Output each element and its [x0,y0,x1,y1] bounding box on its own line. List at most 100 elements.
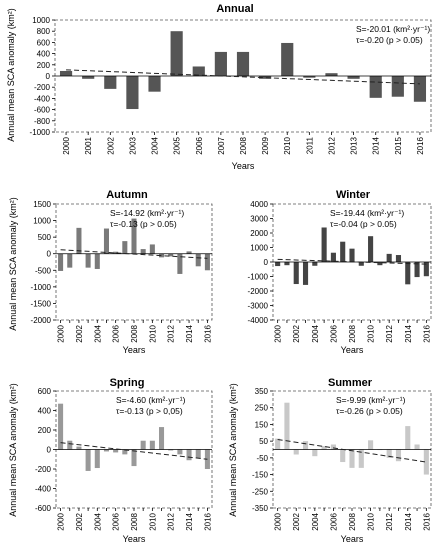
bar-annual-2013 [347,76,360,79]
x-tick-label-autumn: 2014 [185,324,194,342]
x-tick-label-annual: 2012 [327,136,336,154]
bar-summer-2010 [368,440,374,450]
y-tick-label-annual: -600 [34,106,51,115]
bar-autumn-2010 [149,244,155,254]
bar-autumn-2004 [94,253,100,269]
chart-title-autumn: Autumn [106,189,148,201]
bar-annual-2011 [303,76,316,78]
y-tick-label-summer: -250 [252,487,269,496]
x-tick-label-summer: 2012 [385,512,394,530]
chart-spring: Spring Annual mean SCA anomaly (km²) 600… [8,377,212,544]
plot-area-winter: 4000 3000 2000 1000 0 -1000 -2000 -3000 -4000 200… [248,200,432,343]
chart-title-spring: Spring [110,377,145,389]
bar-winter-2012 [386,253,392,262]
x-tick-label-winter: 2006 [329,324,338,342]
y-tick-label-summer: 50 [259,437,268,446]
x-tick-label-spring: 2002 [75,512,84,530]
bar-spring-2007 [122,449,128,455]
annotation-tau-spring: τ=-0.13 (p > 0,05) [116,406,183,416]
y-tick-label-annual: 400 [37,50,51,59]
bar-winter-2015 [414,262,420,278]
x-tick-label-autumn: 2002 [75,324,84,342]
y-tick-label-spring: 600 [38,387,52,396]
annotation-tau-autumn: τ=-0.13 (p > 0.05) [110,219,177,229]
bar-autumn-2016 [204,253,210,271]
y-tick-label-annual: 200 [37,61,51,70]
bar-spring-2009 [140,440,146,450]
bar-spring-2012 [168,449,174,451]
x-tick-label-annual: 2007 [217,136,226,154]
x-tick-label-annual: 2005 [173,136,182,154]
bar-spring-2015 [195,449,201,459]
bar-autumn-2014 [186,251,192,254]
bar-autumn-2006 [113,251,119,254]
bar-autumn-2013 [177,253,183,274]
x-tick-label-spring: 2008 [130,512,139,530]
bar-summer-2003 [302,441,309,450]
x-axis-label-annual: Years [232,161,255,171]
x-tick-label-annual: 2016 [416,136,425,154]
x-tick-label-winter: 2012 [385,324,394,342]
bar-summer-2002 [293,449,299,455]
x-tick-label-summer: 2016 [422,512,431,530]
y-tick-label-winter: -3000 [248,302,269,311]
y-tick-label-spring: -200 [35,465,52,474]
y-tick-label-spring: -400 [35,485,52,494]
y-tick-label-winter: 0 [264,258,269,267]
x-tick-label-annual: 2000 [62,136,71,154]
x-axis-label-spring: Years [123,534,146,544]
bar-summer-2014 [405,426,411,450]
y-axis-label-annual: Annual mean SCA anomaly (km²) [6,8,16,142]
bar-summer-2005 [321,446,327,450]
bar-spring-2005 [103,449,109,452]
x-axis-label-autumn: Years [123,345,146,355]
x-tick-label-autumn: 2004 [93,324,102,342]
annotation-tau-summer: τ=-0.26 (p > 0.05) [336,406,403,416]
bar-spring-2013 [177,449,183,455]
bar-annual-2015 [391,76,404,97]
y-tick-label-winter: 2000 [250,229,268,238]
bar-summer-2015 [414,444,420,450]
annotation-slope-autumn: S=-14.92 (km²·yr⁻¹) [110,208,184,218]
chart-title-winter: Winter [336,189,371,201]
chart-title-annual: Annual [216,3,253,15]
bar-winter-2006 [330,252,336,262]
bar-spring-2002 [76,446,82,450]
bar-spring-2003 [85,449,91,471]
y-tick-label-annual: -200 [34,83,51,92]
y-tick-label-annual: 1000 [32,16,50,25]
bar-winter-2008 [349,248,355,262]
bar-annual-2004 [148,76,161,92]
y-tick-label-annual: -800 [34,117,51,126]
bar-autumn-2015 [195,253,201,267]
bar-summer-2006 [330,444,336,450]
y-tick-label-winter: -2000 [248,287,269,296]
plot-area-autumn: 1500 1000 500 0 -500 -1000 -1500 -2000 2000 2002 2… [31,200,213,343]
x-tick-label-summer: 2004 [311,512,320,530]
x-tick-label-annual: 2013 [350,136,359,154]
y-tick-label-autumn: 1000 [33,217,51,226]
x-tick-label-annual: 2001 [84,136,93,154]
bar-spring-2014 [186,449,192,461]
x-tick-label-spring: 2006 [112,512,121,530]
x-tick-label-annual: 2011 [305,136,314,154]
bar-summer-2008 [349,449,355,468]
y-tick-label-summer: -150 [252,471,269,480]
bar-spring-2016 [204,449,210,469]
y-tick-label-annual: -400 [34,94,51,103]
x-tick-label-summer: 2008 [348,512,357,530]
bar-winter-2007 [340,241,346,262]
chart-winter: Winter 4000 3000 2000 1000 0 -1000 -2000 -3000 -… [248,189,432,355]
bar-autumn-2005 [103,228,109,254]
x-tick-label-spring: 2016 [203,512,212,530]
x-axis-label-winter: Years [341,345,364,355]
y-tick-label-winter: 3000 [250,215,268,224]
y-tick-label-winter: -1000 [248,273,269,282]
plot-area-summer: 350 250 150 50 -50 -150 -250 -350 2000 2002 2004 20… [252,387,432,531]
x-tick-label-autumn: 2012 [167,324,176,342]
bar-winter-2014 [405,262,411,285]
bar-spring-2006 [113,449,119,453]
bar-autumn-2003 [85,253,91,268]
